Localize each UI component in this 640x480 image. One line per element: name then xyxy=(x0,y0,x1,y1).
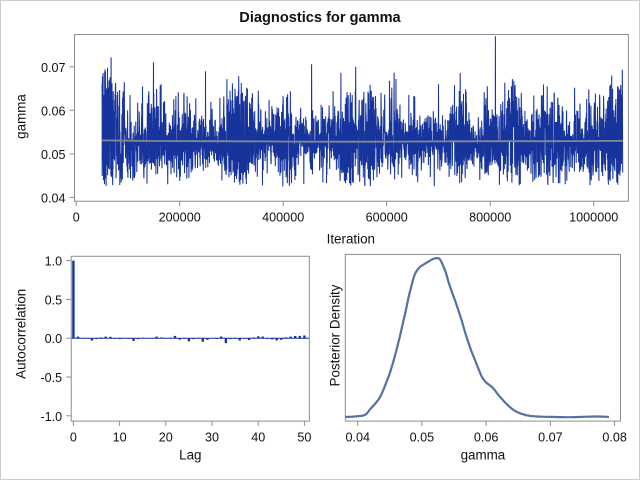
svg-text:gamma: gamma xyxy=(14,94,29,139)
svg-text:-0.5: -0.5 xyxy=(40,371,62,385)
svg-text:1.0: 1.0 xyxy=(45,255,63,269)
svg-text:0.06: 0.06 xyxy=(41,104,66,118)
svg-text:0.0: 0.0 xyxy=(45,332,63,346)
svg-text:800000: 800000 xyxy=(469,211,511,225)
svg-text:50: 50 xyxy=(297,431,311,445)
svg-text:400000: 400000 xyxy=(262,211,304,225)
svg-text:0.05: 0.05 xyxy=(410,431,435,445)
svg-text:Diagnostics for gamma: Diagnostics for gamma xyxy=(239,10,401,26)
svg-text:0.04: 0.04 xyxy=(41,191,66,205)
svg-text:0: 0 xyxy=(73,211,80,225)
svg-text:gamma: gamma xyxy=(461,448,506,463)
svg-text:Posterior Density: Posterior Density xyxy=(328,284,343,386)
svg-text:10: 10 xyxy=(113,431,127,445)
svg-text:Lag: Lag xyxy=(179,448,201,463)
svg-text:-1.0: -1.0 xyxy=(40,410,62,424)
svg-text:20: 20 xyxy=(159,431,173,445)
svg-text:30: 30 xyxy=(205,431,219,445)
svg-text:0.08: 0.08 xyxy=(602,431,627,445)
svg-text:0.07: 0.07 xyxy=(538,431,563,445)
svg-text:0.06: 0.06 xyxy=(474,431,499,445)
svg-text:Autocorrelation: Autocorrelation xyxy=(14,289,29,379)
svg-text:0: 0 xyxy=(70,431,77,445)
svg-text:0.05: 0.05 xyxy=(41,148,66,162)
svg-text:0.04: 0.04 xyxy=(345,431,370,445)
svg-text:0.07: 0.07 xyxy=(41,61,66,75)
svg-text:0.5: 0.5 xyxy=(45,293,63,307)
svg-text:Iteration: Iteration xyxy=(327,231,375,246)
svg-text:40: 40 xyxy=(251,431,265,445)
svg-text:600000: 600000 xyxy=(366,211,408,225)
svg-text:1000000: 1000000 xyxy=(569,211,618,225)
svg-text:200000: 200000 xyxy=(159,211,201,225)
